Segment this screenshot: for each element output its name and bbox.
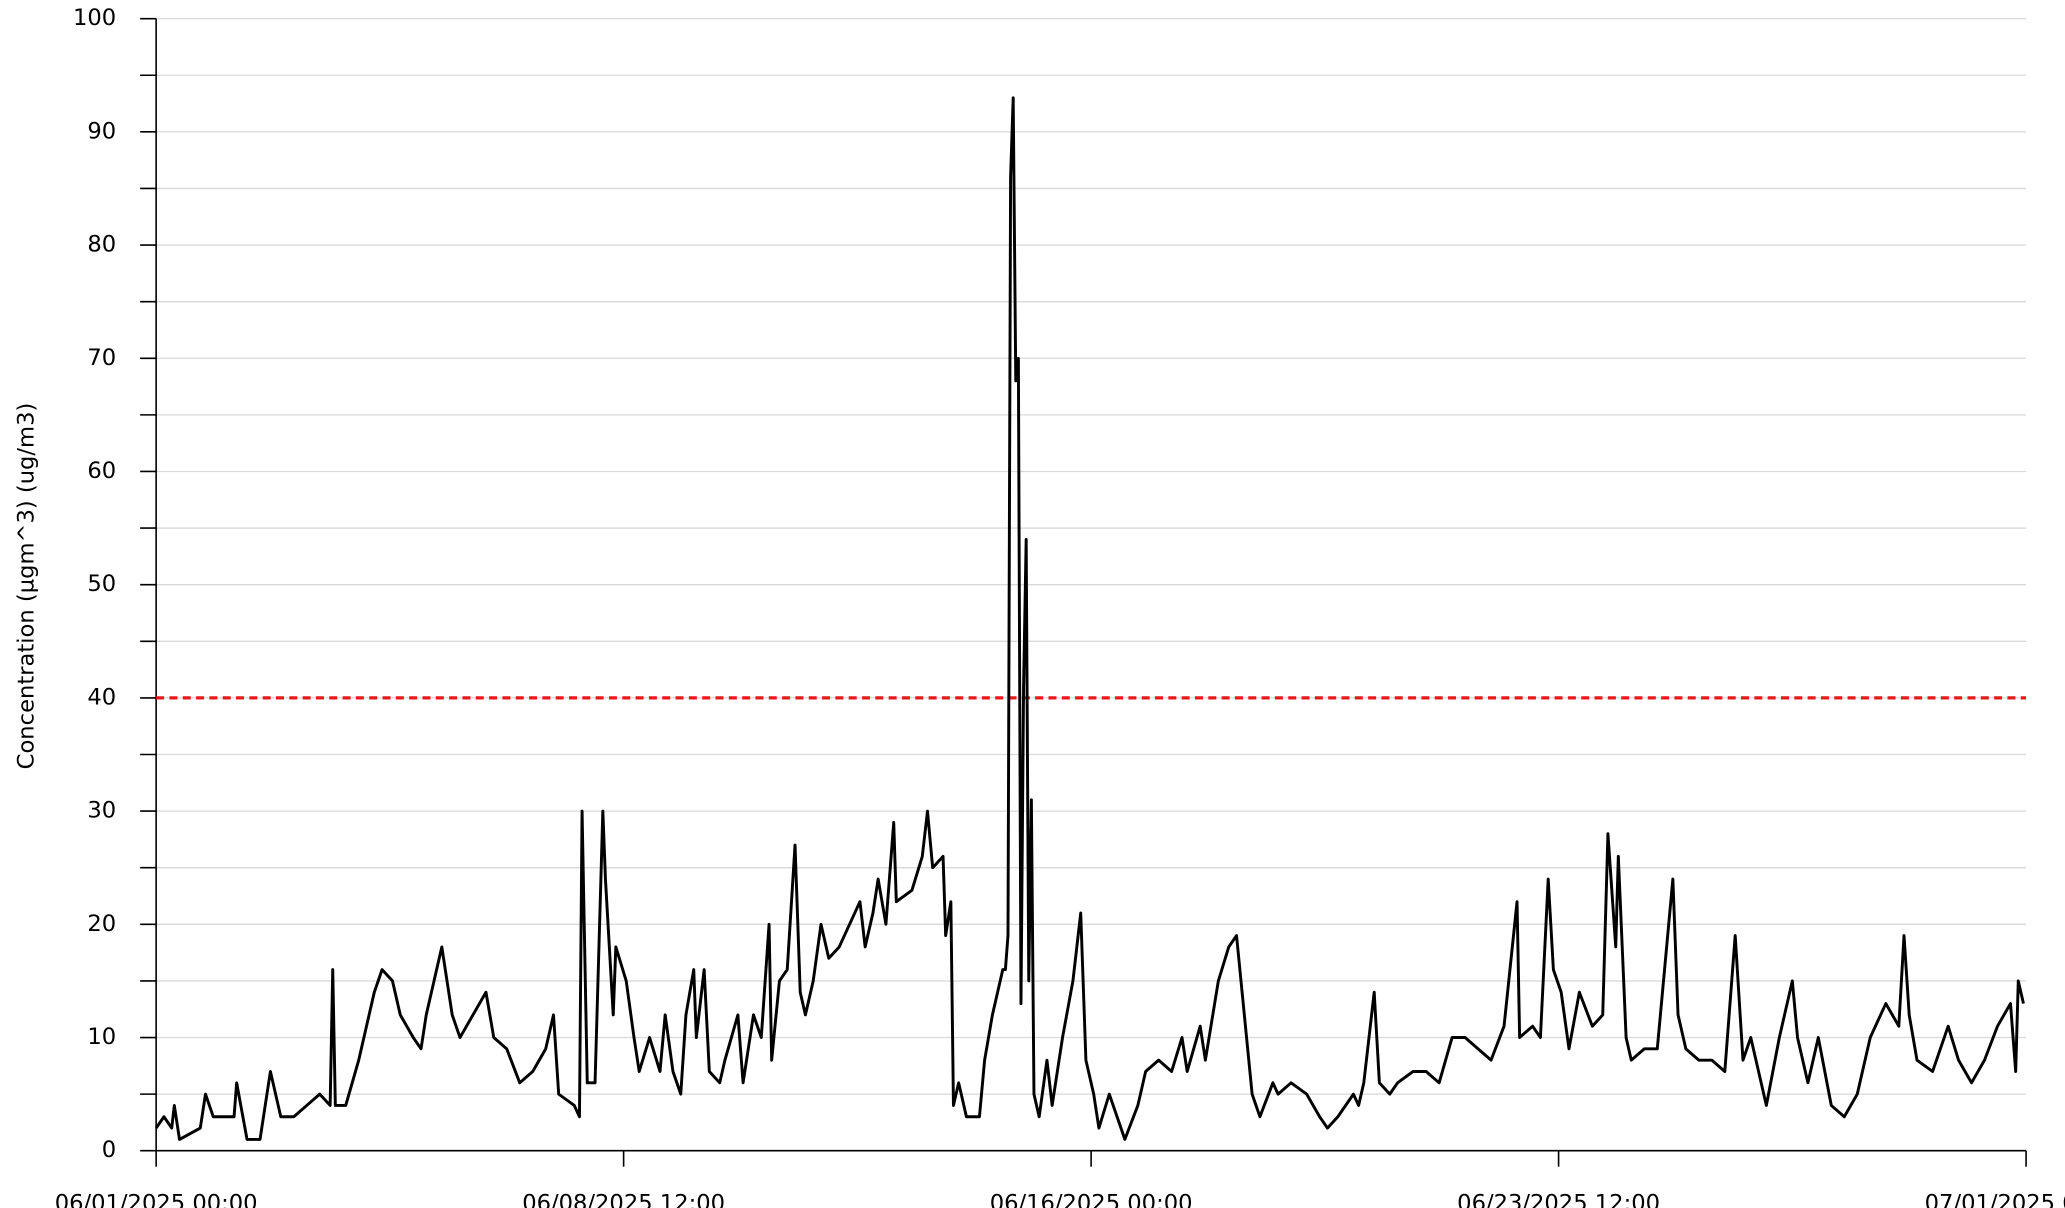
x-tick-label: 07/01/2025 00:00 [1925, 1191, 2065, 1208]
y-tick-label: 100 [73, 5, 116, 31]
x-tick-label: 06/01/2025 00:00 [55, 1191, 258, 1208]
y-tick-label: 20 [87, 911, 116, 937]
y-tick-label: 80 [87, 232, 116, 258]
y-tick-label: 50 [87, 571, 116, 597]
data-line [154, 96, 2025, 1141]
y-tick-label: 40 [87, 684, 116, 710]
x-tick-label: 06/23/2025 12:00 [1457, 1191, 1660, 1208]
y-tick-label: 10 [87, 1024, 116, 1050]
x-tick-label: 06/08/2025 12:00 [522, 1191, 725, 1208]
y-tick-label: 30 [87, 798, 116, 824]
y-tick-label: 70 [87, 345, 116, 371]
y-tick-label: 60 [87, 458, 116, 484]
y-tick-label: 0 [102, 1137, 116, 1163]
x-tick-label: 06/16/2025 00:00 [990, 1191, 1193, 1208]
y-axis-label: Concentration (µgm^3) (ug/m3) [13, 403, 39, 770]
y-tick-label: 90 [87, 118, 116, 144]
